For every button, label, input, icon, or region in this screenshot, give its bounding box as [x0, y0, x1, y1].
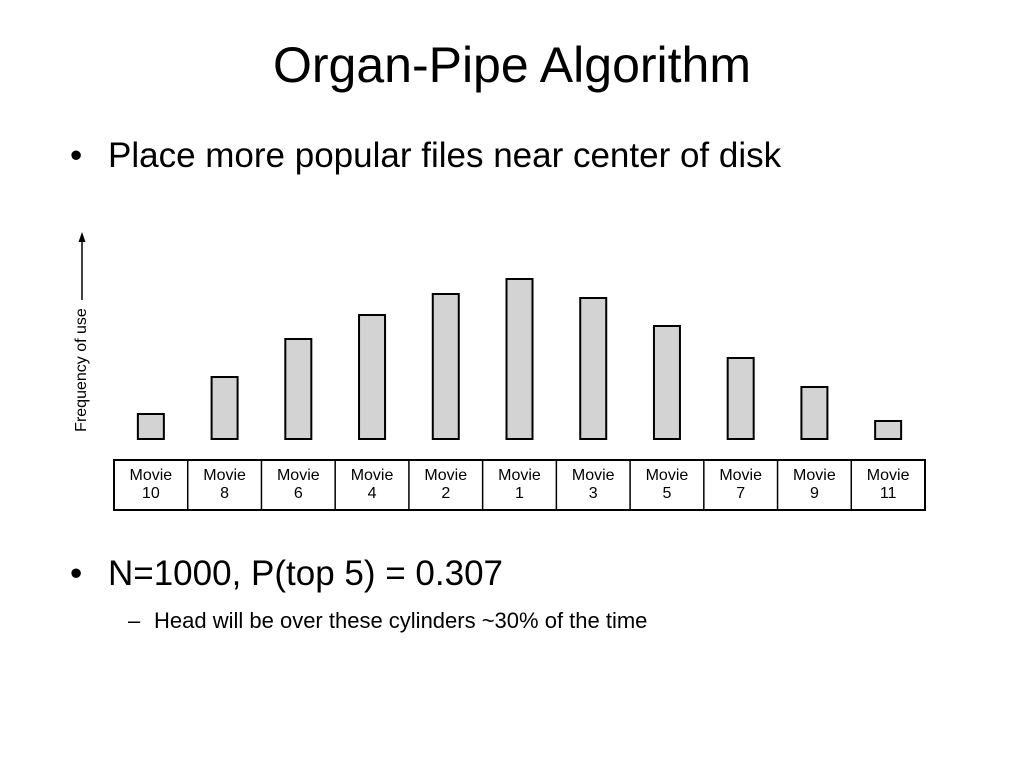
category-cell: Movie 2	[409, 462, 483, 508]
bar	[358, 314, 387, 440]
category-cell: Movie 5	[630, 462, 704, 508]
x-tick-label: Movie 10	[129, 467, 173, 502]
x-tick-label: Movie 7	[719, 467, 763, 502]
category-cell: Movie 4	[335, 462, 409, 508]
category-cell: Movie 8	[188, 462, 262, 508]
bullet: Place more popular files near center of …	[70, 136, 781, 176]
x-tick-label: Movie 6	[276, 467, 320, 502]
bar	[431, 293, 460, 440]
arrow-head	[78, 232, 86, 242]
x-tick-label: Movie 2	[424, 467, 468, 502]
bar	[210, 376, 239, 440]
bar	[800, 386, 829, 440]
x-tick-label: Movie 8	[203, 467, 246, 502]
sub-bullet: Head will be over these cylinders ~30% o…	[128, 608, 647, 634]
x-tick-label: Movie 9	[793, 467, 836, 502]
category-cell: Movie 3	[556, 462, 630, 508]
category-cell: Movie 10	[114, 462, 188, 508]
category-cell: Movie 7	[704, 462, 778, 508]
category-cell: Movie 9	[778, 462, 852, 508]
label-box	[113, 459, 926, 511]
bullet: N=1000, P(top 5) = 0.307	[70, 554, 503, 594]
bar	[284, 338, 313, 440]
bar	[136, 413, 165, 440]
category-cell: Movie 1	[483, 462, 557, 508]
x-tick-label: Movie 1	[498, 467, 541, 502]
x-tick-label: Movie 4	[350, 467, 394, 502]
slide-title: Organ-Pipe Algorithm	[272, 37, 751, 93]
y-axis-label: Frequency of use	[73, 308, 90, 432]
x-tick-label: Movie 5	[645, 467, 689, 502]
bar	[505, 278, 534, 440]
bar	[726, 357, 755, 440]
category-cell: Movie 11	[851, 462, 925, 508]
bar	[652, 325, 681, 440]
x-tick-label: Movie 3	[571, 467, 615, 502]
bar	[579, 297, 608, 440]
category-cell: Movie 6	[261, 462, 335, 508]
bar	[874, 420, 903, 440]
x-tick-label: Movie 11	[866, 467, 910, 502]
